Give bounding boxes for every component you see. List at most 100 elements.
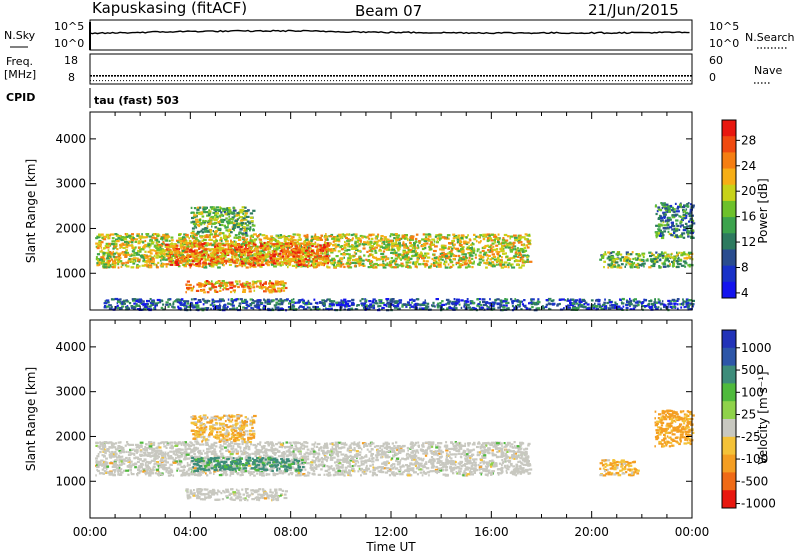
power-cell — [126, 233, 129, 236]
power-cell — [177, 307, 182, 310]
power-cell — [358, 243, 362, 246]
power-cell — [188, 240, 192, 243]
power-cell — [144, 304, 148, 307]
power-cell — [627, 261, 630, 264]
power-cell — [232, 209, 237, 212]
power-cell — [148, 235, 152, 238]
power-cell — [463, 253, 467, 256]
power-cell — [255, 282, 258, 285]
power-cell — [466, 298, 469, 301]
power-cell — [130, 241, 134, 244]
power-cell — [609, 304, 611, 307]
power-cell — [486, 239, 489, 243]
power-cell — [243, 214, 246, 218]
power-cell — [270, 254, 273, 258]
power-cell — [273, 250, 277, 253]
power-cell — [188, 283, 192, 287]
power-cell — [238, 304, 241, 308]
power-cell — [434, 305, 436, 308]
power-cell — [244, 229, 248, 232]
power-cell — [235, 254, 238, 257]
power-cell — [163, 263, 166, 266]
power-cell — [255, 285, 259, 288]
power-cell — [596, 299, 599, 302]
power-cell — [244, 232, 248, 235]
power-cell — [288, 300, 291, 303]
power-cell — [155, 263, 158, 266]
power-cell — [483, 235, 487, 238]
power-cell — [346, 248, 351, 252]
power-cell — [430, 241, 433, 244]
power-cell — [226, 211, 229, 214]
power-cell — [402, 303, 407, 306]
power-cell — [156, 249, 160, 252]
power-cell — [225, 248, 230, 251]
power-cell — [219, 207, 223, 210]
power-cell — [397, 249, 400, 252]
power-cell — [191, 287, 194, 290]
power-cell — [634, 304, 639, 307]
power-cell — [216, 262, 220, 265]
power-cell — [217, 227, 222, 230]
power-cell — [295, 263, 299, 266]
power-cell — [211, 302, 214, 305]
power-cell — [200, 229, 203, 232]
power-cell — [224, 256, 227, 259]
power-cell — [249, 298, 253, 301]
power-cell — [214, 259, 217, 262]
power-cell — [121, 262, 125, 265]
power-cell — [525, 307, 529, 310]
power-cell — [346, 239, 350, 242]
power-cell — [270, 238, 273, 241]
power-cell — [429, 248, 433, 251]
nsky-trace-line — [89, 29, 690, 35]
power-cell — [300, 263, 302, 266]
power-cell — [427, 235, 432, 238]
power-cell — [608, 299, 611, 302]
power-cell — [469, 302, 472, 305]
power-cell — [531, 306, 534, 309]
power-cell — [648, 266, 652, 269]
power-cell — [106, 266, 111, 269]
power-cell — [273, 238, 277, 241]
power-cell — [246, 247, 250, 251]
power-cell — [232, 250, 235, 254]
power-cell — [631, 265, 634, 268]
power-cell — [340, 262, 343, 265]
power-cell — [345, 252, 349, 256]
power-cell — [128, 257, 131, 261]
power-cell — [512, 241, 516, 244]
power-cell — [268, 255, 271, 258]
power-cell — [501, 247, 503, 250]
power-cell — [367, 243, 372, 246]
power-cell — [372, 233, 375, 236]
power-cell — [383, 236, 387, 239]
power-region-4 — [103, 297, 695, 312]
power-cell — [324, 235, 329, 238]
power-cell — [450, 249, 453, 252]
power-cell — [497, 239, 500, 242]
power-cell — [249, 250, 251, 253]
power-cell — [153, 259, 155, 262]
power-cell — [156, 235, 160, 238]
power-cell — [356, 241, 360, 244]
power-cell — [519, 236, 522, 239]
power-cell — [112, 252, 117, 255]
power-cell — [202, 221, 204, 224]
power-cell — [217, 280, 221, 283]
power-cell — [520, 241, 523, 244]
power-cell — [349, 266, 353, 269]
power-cell — [194, 257, 198, 260]
power-cell — [157, 251, 160, 254]
power-cell — [426, 256, 431, 259]
power-cell — [221, 261, 224, 264]
power-cell — [326, 242, 329, 245]
power-cell — [160, 257, 164, 260]
power-cell — [655, 301, 658, 304]
power-cell — [430, 243, 435, 246]
power-cell — [465, 236, 468, 239]
power-cell — [257, 250, 262, 253]
power-cell — [452, 258, 456, 261]
power-cell — [630, 262, 635, 265]
power-cell — [439, 234, 443, 237]
